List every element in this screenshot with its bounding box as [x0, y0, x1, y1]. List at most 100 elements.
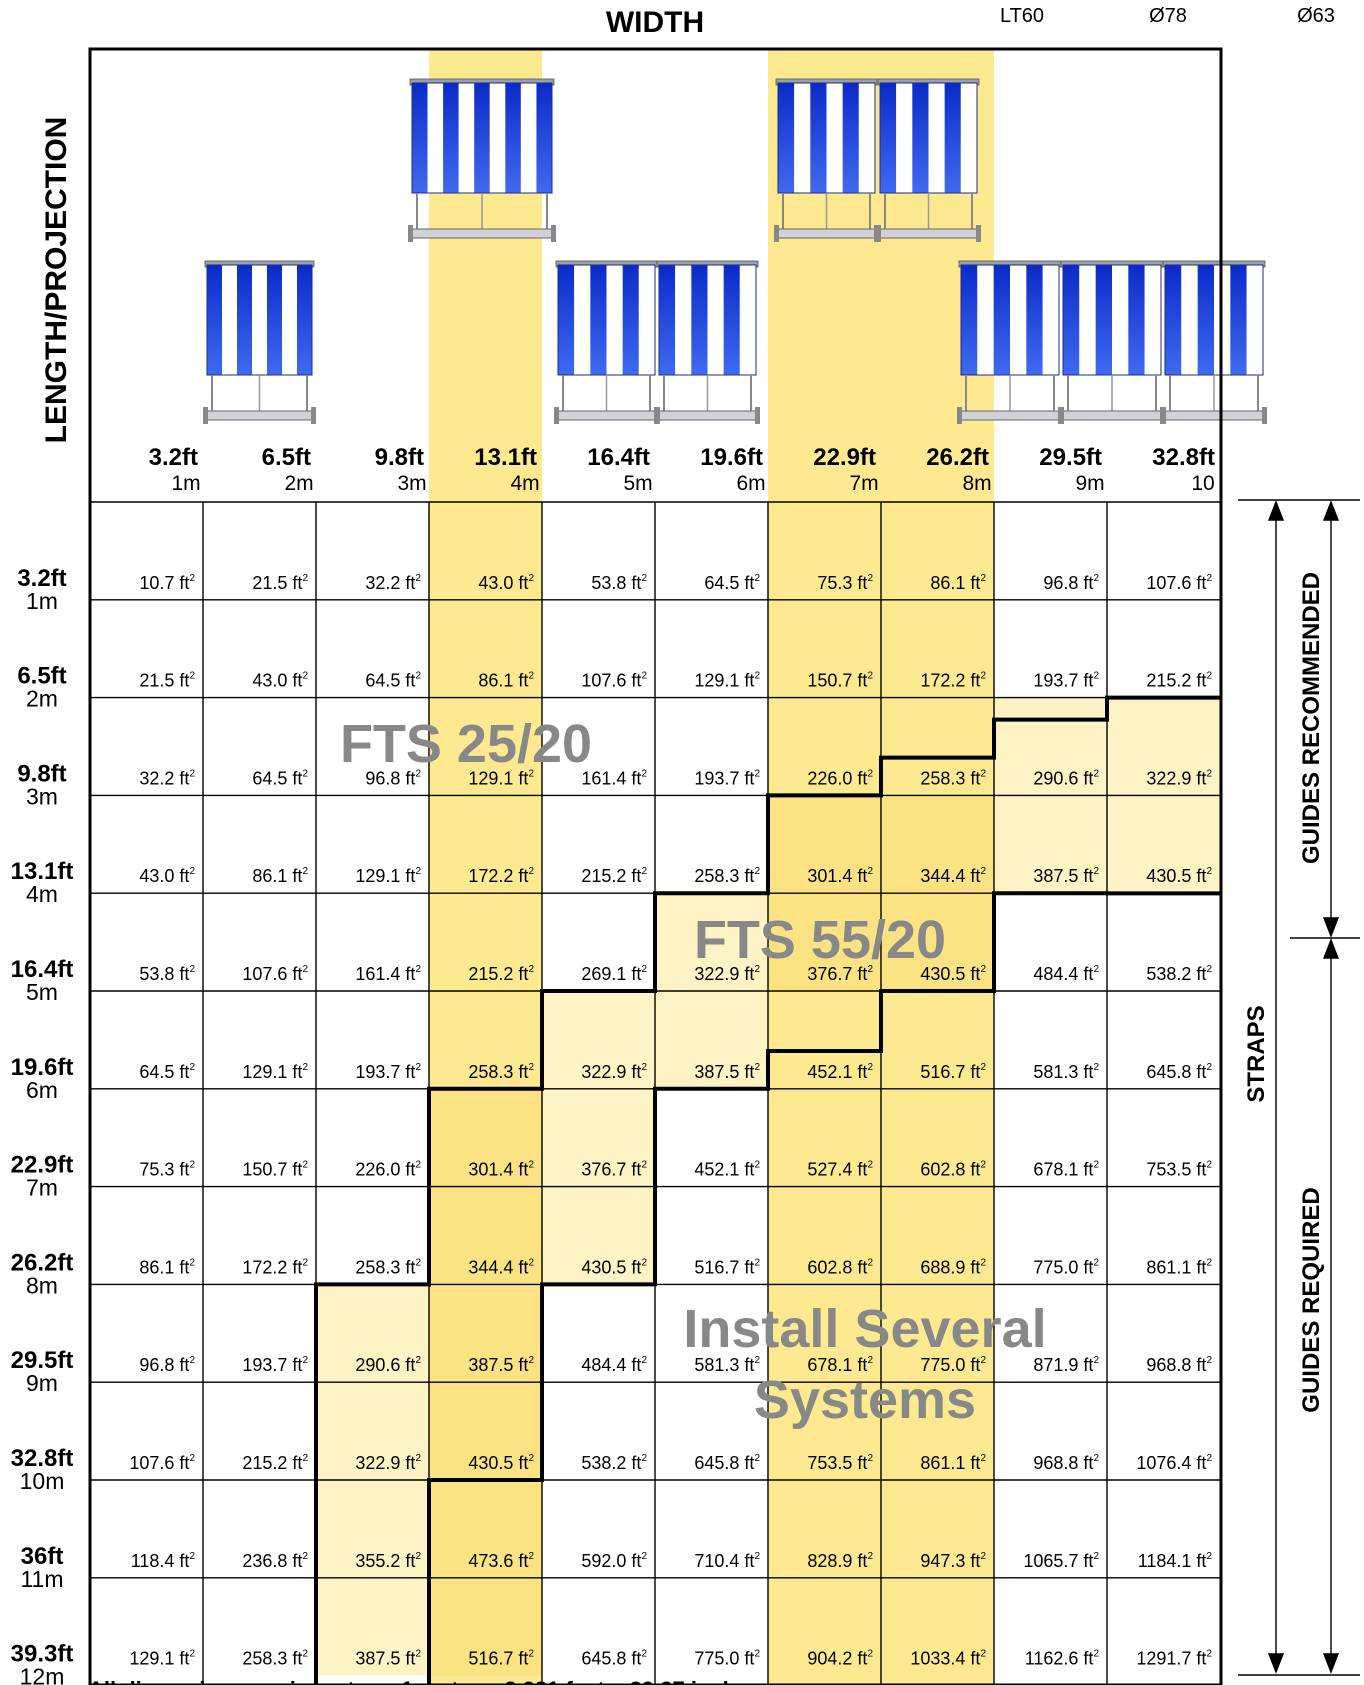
width-col-ft-7: 22.9ft	[813, 444, 876, 471]
area-cell: 452.1 ft2	[694, 1160, 760, 1180]
area-cell: 150.7 ft2	[807, 671, 873, 691]
area-cell: 775.0 ft2	[694, 1649, 760, 1669]
awning-1-unit-2m	[203, 260, 316, 424]
area-cell: 301.4 ft2	[468, 1160, 534, 1180]
awning-2-unit-5m-b	[655, 260, 760, 424]
area-cell: 376.7 ft2	[581, 1160, 647, 1180]
width-col-ft-8: 26.2ft	[926, 444, 989, 471]
area-cell: 96.8 ft2	[1043, 573, 1099, 593]
area-cell: 753.5 ft2	[807, 1453, 873, 1473]
area-cell: 602.8 ft2	[920, 1160, 986, 1180]
area-cell: 452.1 ft2	[807, 1062, 873, 1082]
width-col-m-2: 2m	[284, 472, 313, 495]
area-cell: 904.2 ft2	[807, 1649, 873, 1669]
area-cell: 129.1 ft2	[468, 768, 534, 788]
area-cell: 290.6 ft2	[1033, 768, 1099, 788]
awning-illustrations	[203, 78, 1267, 424]
area-cell: 430.5 ft2	[468, 1453, 534, 1473]
stair-border-lower	[427, 891, 1221, 1685]
length-row-m-8: 8m	[26, 1272, 58, 1298]
area-cell: 322.9 ft2	[355, 1453, 421, 1473]
length-row-ft-11: 36ft	[21, 1543, 64, 1570]
area-cell: 258.3 ft2	[920, 768, 986, 788]
area-cell: 322.9 ft2	[694, 964, 760, 984]
length-row-ft-4: 13.1ft	[11, 858, 74, 885]
area-cell: 968.8 ft2	[1146, 1355, 1212, 1375]
area-cell: 1033.4 ft2	[910, 1649, 986, 1669]
stair-border-upper	[314, 695, 1221, 1685]
length-row-m-5: 5m	[26, 979, 58, 1005]
area-cell: 775.0 ft2	[920, 1355, 986, 1375]
width-title: WIDTH	[606, 6, 704, 39]
area-cell: 215.2 ft2	[468, 964, 534, 984]
length-row-m-6: 6m	[26, 1077, 58, 1103]
area-cell: 86.1 ft2	[930, 573, 986, 593]
width-col-ft-3: 9.8ft	[375, 444, 424, 471]
awning-2-unit-7m-b	[876, 78, 981, 242]
width-col-ft-10: 32.8ft	[1152, 444, 1215, 471]
area-cell: 215.2 ft2	[581, 866, 647, 886]
area-cell: 96.8 ft2	[365, 768, 421, 788]
width-col-ft-5: 16.4ft	[587, 444, 650, 471]
area-cell: 387.5 ft2	[468, 1355, 534, 1375]
guides-required-label: GUIDES REQUIRED	[1298, 1187, 1325, 1412]
area-cell: 581.3 ft2	[694, 1355, 760, 1375]
area-cell: 538.2 ft2	[581, 1453, 647, 1473]
area-cell: 484.4 ft2	[581, 1355, 647, 1375]
length-row-ft-9: 29.5ft	[11, 1347, 74, 1374]
area-cells: 10.7 ft2 21.5 ft2 32.2 ft2 43.0 ft2 53.8 ft2…	[129, 573, 1212, 1669]
width-col-m-5: 5m	[623, 472, 652, 495]
area-cell: 64.5 ft2	[704, 573, 760, 593]
area-cell: 290.6 ft2	[355, 1355, 421, 1375]
area-cell: 376.7 ft2	[807, 964, 873, 984]
area-cell: 828.9 ft2	[807, 1551, 873, 1571]
width-col-ft-6: 19.6ft	[700, 444, 763, 471]
area-cell: 430.5 ft2	[581, 1257, 647, 1277]
awning-3-unit-10m-c	[1161, 260, 1267, 424]
area-cell: 430.5 ft2	[920, 964, 986, 984]
area-cell: 129.1 ft2	[242, 1062, 308, 1082]
length-row-m-7: 7m	[26, 1175, 58, 1201]
straps-label: STRAPS	[1243, 1005, 1270, 1102]
area-cell: 322.9 ft2	[581, 1062, 647, 1082]
footer-note: All dimensions are in meters: 1 meter = …	[88, 1677, 761, 1685]
area-cell: 678.1 ft2	[807, 1355, 873, 1375]
area-cell: 226.0 ft2	[355, 1160, 421, 1180]
area-cell: 161.4 ft2	[355, 964, 421, 984]
area-cell: 258.3 ft2	[694, 866, 760, 886]
width-col-ft-1: 3.2ft	[149, 444, 198, 471]
area-cell: 258.3 ft2	[242, 1649, 308, 1669]
area-cell: 258.3 ft2	[468, 1062, 534, 1082]
area-cell: 64.5 ft2	[139, 1062, 195, 1082]
area-cell: 387.5 ft2	[694, 1062, 760, 1082]
length-row-ft-3: 9.8ft	[17, 760, 66, 787]
area-cell: 53.8 ft2	[591, 573, 647, 593]
area-cell: 430.5 ft2	[1146, 866, 1212, 886]
area-cell: 678.1 ft2	[1033, 1160, 1099, 1180]
length-row-ft-12: 39.3ft	[11, 1641, 74, 1668]
area-cell: 53.8 ft2	[139, 964, 195, 984]
area-cell: 947.3 ft2	[920, 1551, 986, 1571]
length-row-ft-2: 6.5ft	[17, 663, 66, 690]
area-cell: 86.1 ft2	[478, 671, 534, 691]
area-cell: 516.7 ft2	[694, 1257, 760, 1277]
area-cell: 215.2 ft2	[242, 1453, 308, 1473]
area-cell: 43.0 ft2	[139, 866, 195, 886]
area-cell: 118.4 ft2	[131, 1551, 196, 1571]
width-col-m-9: 9m	[1075, 472, 1104, 495]
area-cell: 10.7 ft2	[139, 573, 195, 593]
area-cell: 150.7 ft2	[242, 1160, 308, 1180]
area-cell: 172.2 ft2	[468, 866, 534, 886]
zone-label-install-line2: Systems	[754, 1370, 976, 1430]
area-cell: 43.0 ft2	[252, 671, 308, 691]
area-cell: 861.1 ft2	[920, 1453, 986, 1473]
area-cell: 129.1 ft2	[694, 671, 760, 691]
area-cell: 129.1 ft2	[355, 866, 421, 886]
length-projection-title: LENGTH/PROJECTION	[40, 117, 73, 444]
area-cell: 236.8 ft2	[242, 1551, 308, 1571]
area-cell: 473.6 ft2	[468, 1551, 534, 1571]
awning-2-unit-7m-a	[774, 78, 879, 242]
area-cell: 32.2 ft2	[365, 573, 421, 593]
